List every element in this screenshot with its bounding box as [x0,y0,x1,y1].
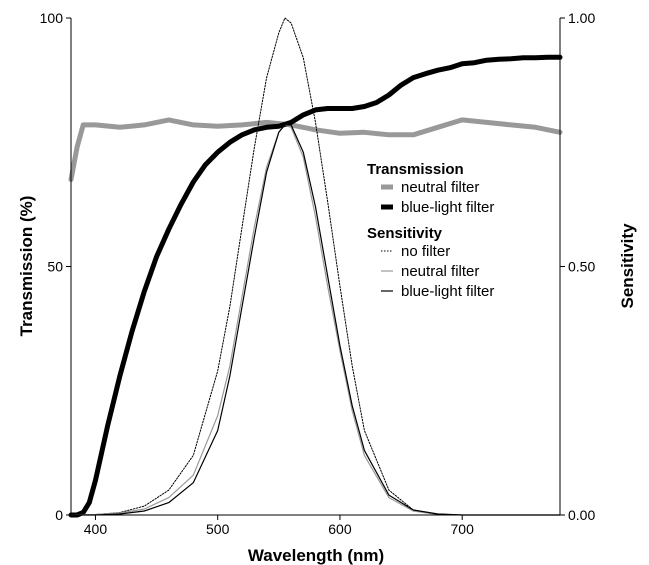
legend-label-transmission-blue-light-filter: blue-light filter [401,199,494,216]
series-sensitivity-blue-light-filter [70,124,561,516]
y-left-tick-label: 0 [55,507,63,523]
legend-label-sensitivity-no-filter: no filter [401,243,450,260]
legend-heading-transmission: Transmission [367,161,464,178]
legend-heading-sensitivity: Sensitivity [367,225,443,242]
y-right-tick-label: 1.00 [568,10,595,26]
plot-lines [68,17,563,518]
series-transmission-blue-light-filter [68,54,563,518]
y-left-axis-title: Transmission (%) [17,196,36,337]
series-transmission-neutral-filter [68,117,563,182]
axes [70,18,561,516]
series-sensitivity-no-filter [70,17,561,516]
x-tick-label: 500 [206,521,230,537]
x-tick-label: 400 [84,521,108,537]
legend-label-transmission-neutral-filter: neutral filter [401,179,479,196]
y-left-tick-label: 100 [40,10,64,26]
legend-label-sensitivity-neutral-filter: neutral filter [401,263,479,280]
y-right-axis-title: Sensitivity [618,223,637,309]
y-left-tick-label: 50 [47,259,63,275]
legend-label-sensitivity-blue-light-filter: blue-light filter [401,283,494,300]
y-right-tick-label: 0.50 [568,259,595,275]
x-tick-label: 600 [328,521,352,537]
x-tick-label: 700 [451,521,475,537]
ticks: 400 500 600 700 0 50 100 0.00 0.50 1.00 [40,10,596,537]
y-right-tick-label: 0.00 [568,507,595,523]
x-axis-title: Wavelength (nm) [248,546,384,565]
series-sensitivity-neutral-filter [70,124,561,516]
